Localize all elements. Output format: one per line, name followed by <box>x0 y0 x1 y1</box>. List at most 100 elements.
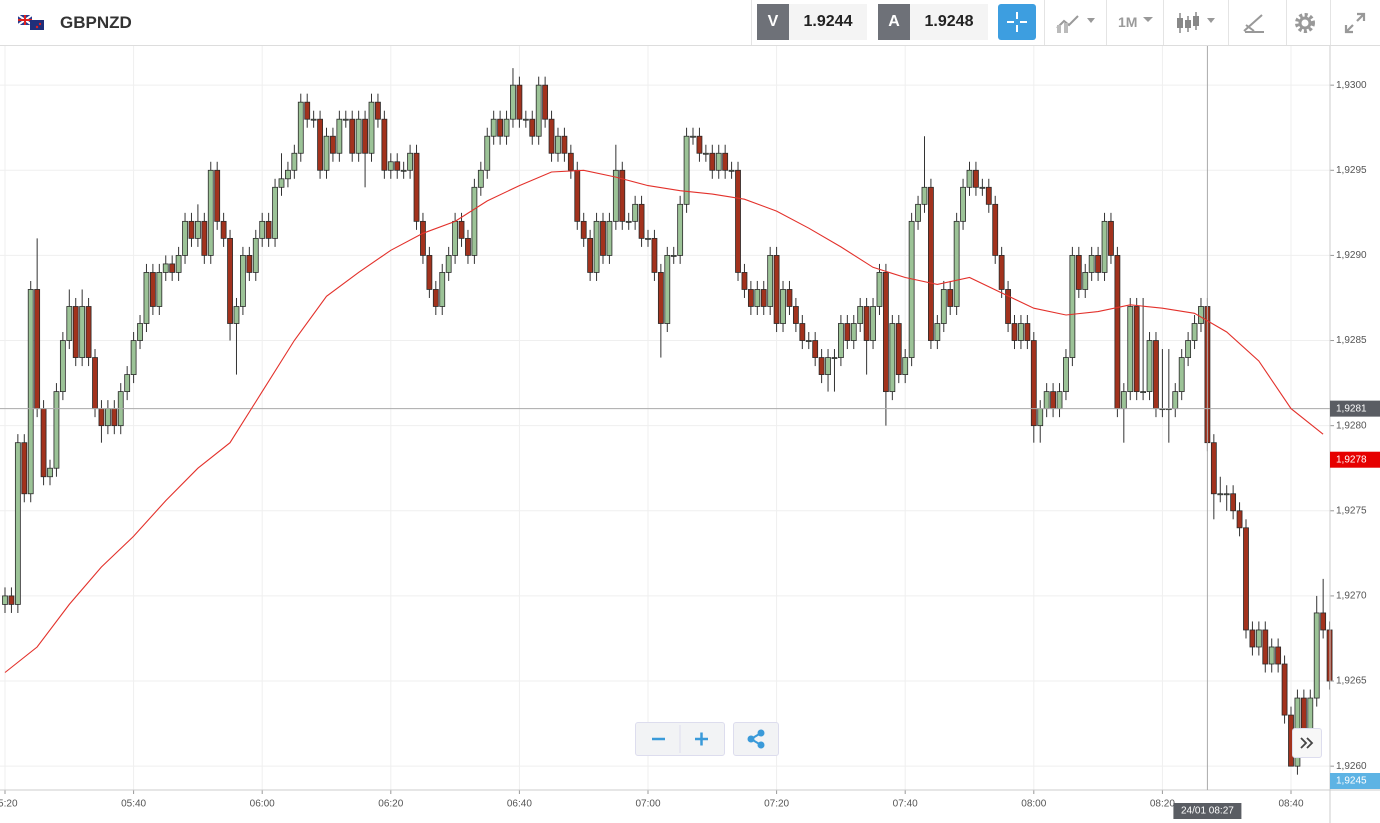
chart-type-button[interactable] <box>1175 10 1221 36</box>
candle-body <box>53 391 60 469</box>
draw-button[interactable] <box>1242 11 1268 35</box>
scroll-right-button[interactable] <box>1292 728 1322 758</box>
candle-body <box>651 237 658 273</box>
candle-body <box>27 289 34 495</box>
candle-body <box>420 220 426 256</box>
candle-body <box>297 101 304 154</box>
candle-body <box>780 289 786 324</box>
candle-body <box>265 220 272 239</box>
candle-body <box>1300 697 1307 733</box>
candle-body <box>240 255 246 307</box>
zoom-in[interactable] <box>695 732 708 746</box>
bid-tag <box>1330 773 1380 789</box>
candle-body <box>471 186 478 256</box>
candle-body <box>1082 272 1089 290</box>
candle-body <box>902 357 909 375</box>
buy-button[interactable]: A <box>878 4 910 40</box>
x-tick-label: 07:40 <box>893 799 918 810</box>
candle-body <box>606 220 613 256</box>
candle-body <box>786 289 793 307</box>
candle-body <box>561 135 568 154</box>
candle-body <box>214 169 221 222</box>
y-tick-label: 1,9275 <box>1336 505 1367 516</box>
separator <box>1106 0 1107 45</box>
candle-body <box>1217 493 1224 496</box>
candle-body <box>838 323 844 358</box>
candle-body <box>574 169 581 222</box>
candle-body <box>1275 646 1282 665</box>
crosshair-y-label: 1,9281 <box>1336 403 1367 414</box>
candle-body <box>368 101 375 154</box>
candle-body <box>1120 391 1127 410</box>
candle-body <box>1024 323 1031 341</box>
candle-body <box>799 323 806 341</box>
plot <box>2 68 1333 775</box>
candle-body <box>330 135 336 154</box>
indicator-button[interactable] <box>1054 12 1100 34</box>
candle-body <box>1153 340 1159 410</box>
candle-body <box>1127 306 1134 393</box>
candle-body <box>812 340 819 358</box>
candle-body <box>477 169 484 188</box>
candle-body <box>1185 340 1192 358</box>
candle-body <box>895 323 902 375</box>
candle-body <box>645 237 651 240</box>
candle-body <box>522 118 529 121</box>
candle-body <box>1069 255 1076 358</box>
grid <box>0 46 1330 790</box>
candle-body <box>1230 493 1237 512</box>
candle-body <box>445 255 452 273</box>
candle-body <box>928 186 934 341</box>
crosshair-button[interactable] <box>998 4 1036 40</box>
candle-body <box>593 220 600 273</box>
candle-body <box>1101 220 1108 273</box>
candle-body <box>1313 612 1320 699</box>
candle-body <box>1307 697 1314 733</box>
candle-body <box>619 169 626 222</box>
sell-price[interactable]: 1.9244 <box>789 4 867 40</box>
fullscreen-button[interactable] <box>1343 11 1369 35</box>
candle-body <box>747 289 754 307</box>
buy-price[interactable]: 1.9248 <box>910 4 988 40</box>
candle-body <box>587 237 594 273</box>
candle-body <box>741 272 748 290</box>
candle-body <box>342 118 349 121</box>
candle-body <box>252 237 259 273</box>
candle-body <box>143 272 150 324</box>
candle-body <box>973 169 979 188</box>
candle-body <box>1030 340 1037 427</box>
candle-body <box>111 408 118 427</box>
candle-body <box>825 357 831 375</box>
separator <box>1163 0 1164 45</box>
candle-body <box>760 289 767 307</box>
candle-body <box>767 255 774 307</box>
candle-body <box>921 186 928 205</box>
share-button[interactable] <box>733 722 779 756</box>
candle-body <box>182 220 188 256</box>
candle-body <box>548 118 555 154</box>
scroll-icon <box>1300 737 1314 749</box>
candle-body <box>336 118 343 154</box>
candle-body <box>285 169 291 180</box>
candle-body <box>220 220 227 239</box>
candle-body <box>1255 629 1262 648</box>
candle-body <box>1063 357 1069 393</box>
bid-tag-label: 1,9245 <box>1336 776 1367 787</box>
candle-body <box>966 169 973 188</box>
candle-body <box>432 289 439 307</box>
candle-body <box>355 118 362 154</box>
candle-body <box>1172 391 1179 410</box>
candle-body <box>985 186 992 205</box>
candle-body <box>844 323 851 341</box>
candle-body <box>1005 289 1011 324</box>
candle-body <box>1320 612 1327 631</box>
candle-body <box>72 306 79 358</box>
candle-body <box>1191 323 1198 341</box>
candle-body <box>998 255 1005 290</box>
timeframe-button[interactable]: 1M <box>1118 14 1138 30</box>
sell-button[interactable]: V <box>757 4 789 40</box>
crosshair-x-box <box>1173 803 1242 819</box>
y-tick-label: 1,9260 <box>1336 761 1367 772</box>
settings-button[interactable] <box>1293 11 1317 35</box>
